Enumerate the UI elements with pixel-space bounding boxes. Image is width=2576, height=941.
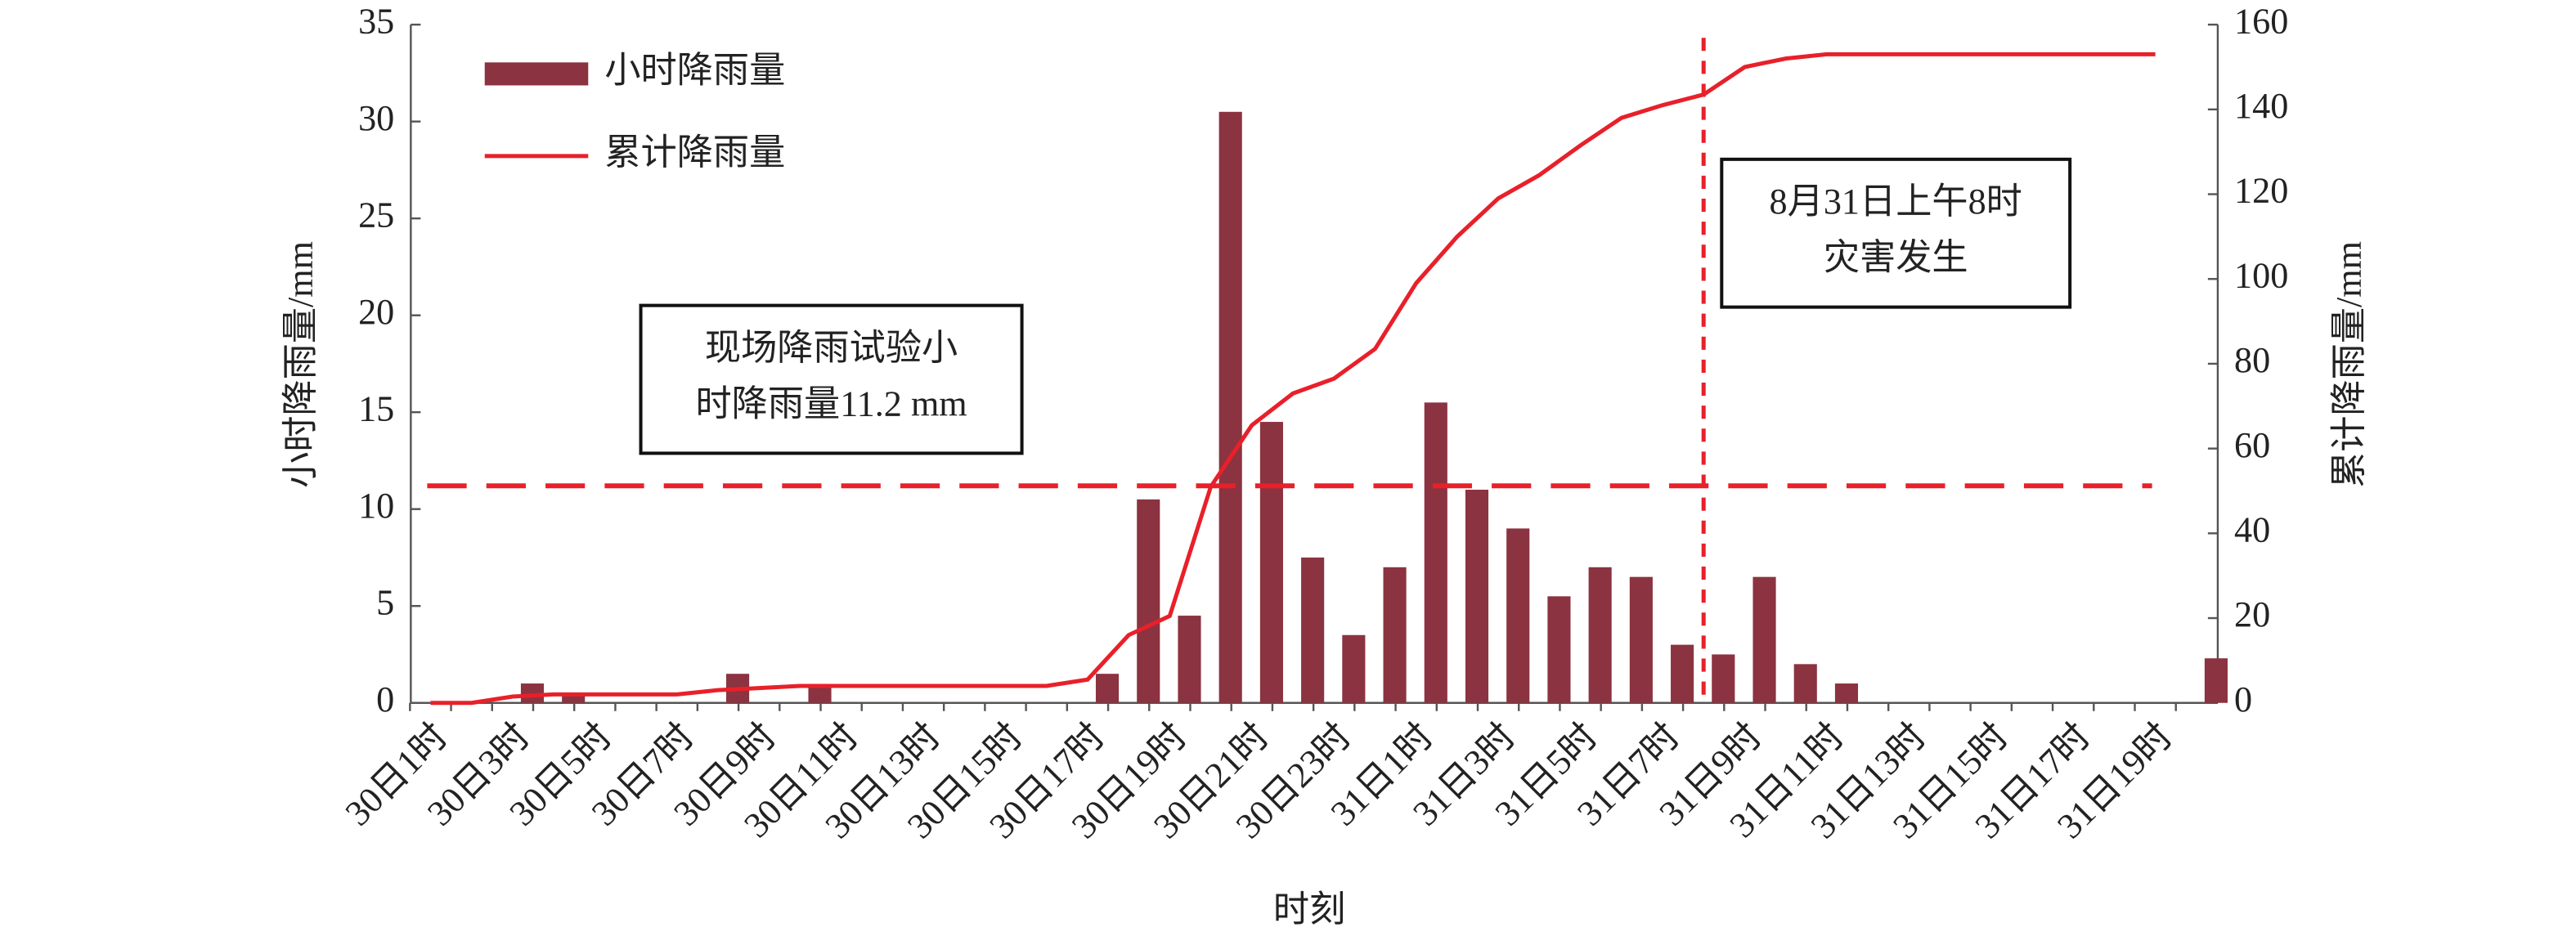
bar	[562, 692, 586, 703]
annotation-box	[639, 303, 1024, 455]
bar	[1465, 490, 1489, 703]
y2-tick-label: 0	[2234, 679, 2252, 719]
bar	[1506, 528, 1530, 703]
annotation-text: 时降雨量11.2 mm	[695, 383, 967, 423]
y2-tick-label: 100	[2234, 255, 2288, 295]
bar	[1712, 654, 1735, 703]
y2-tick-label: 20	[2234, 594, 2270, 634]
y-tick-label: 10	[358, 486, 394, 526]
annotation-box	[1720, 157, 2072, 309]
bar	[1588, 567, 1612, 703]
bar	[1095, 674, 1120, 703]
legend-label: 小时降雨量	[604, 51, 785, 91]
bar	[1793, 664, 1817, 703]
y2-tick-label: 80	[2234, 340, 2270, 380]
bar	[1218, 111, 1242, 703]
bar	[1178, 616, 1201, 703]
y-tick-label: 15	[358, 388, 394, 428]
legend-label: 累计降雨量	[604, 132, 785, 173]
bar	[1424, 402, 1447, 703]
y2-tick-label: 160	[2234, 1, 2288, 41]
y2-tick-label: 40	[2234, 509, 2270, 549]
bar	[1342, 634, 1366, 703]
line	[430, 52, 2156, 706]
y2-tick-label: 120	[2234, 171, 2288, 211]
y2-tick-label: 140	[2234, 86, 2288, 126]
bar	[1629, 576, 1653, 703]
bar	[1137, 499, 1160, 703]
bar	[1834, 683, 1859, 703]
annotation-text: 现场降雨试验小	[705, 328, 958, 368]
annotation-text: 灾害发生	[1824, 238, 1968, 278]
y-tick-label: 5	[376, 582, 394, 622]
bar	[2204, 658, 2228, 703]
y-tick-label: 25	[358, 195, 394, 235]
bar	[1671, 644, 1694, 703]
y-tick-label: 35	[358, 1, 394, 41]
bar	[1259, 422, 1283, 703]
y2-tick-label: 60	[2234, 425, 2270, 465]
y-axis-label: 小时降雨量/mm	[280, 241, 321, 488]
bar	[1752, 576, 1776, 703]
y-tick-label: 0	[376, 679, 394, 719]
y2-axis-label: 累计降雨量/mm	[2329, 241, 2369, 488]
bar	[520, 683, 545, 703]
bar	[808, 685, 832, 703]
y-tick-label: 20	[358, 292, 394, 332]
annotation-text: 8月31日上午8时	[1770, 181, 2022, 222]
y-tick-label: 30	[358, 98, 394, 138]
bar	[1547, 596, 1571, 703]
legend-swatch	[484, 62, 589, 86]
x-axis-label: 时刻	[1273, 889, 1345, 930]
bar	[1383, 567, 1407, 703]
bar	[1301, 557, 1325, 703]
